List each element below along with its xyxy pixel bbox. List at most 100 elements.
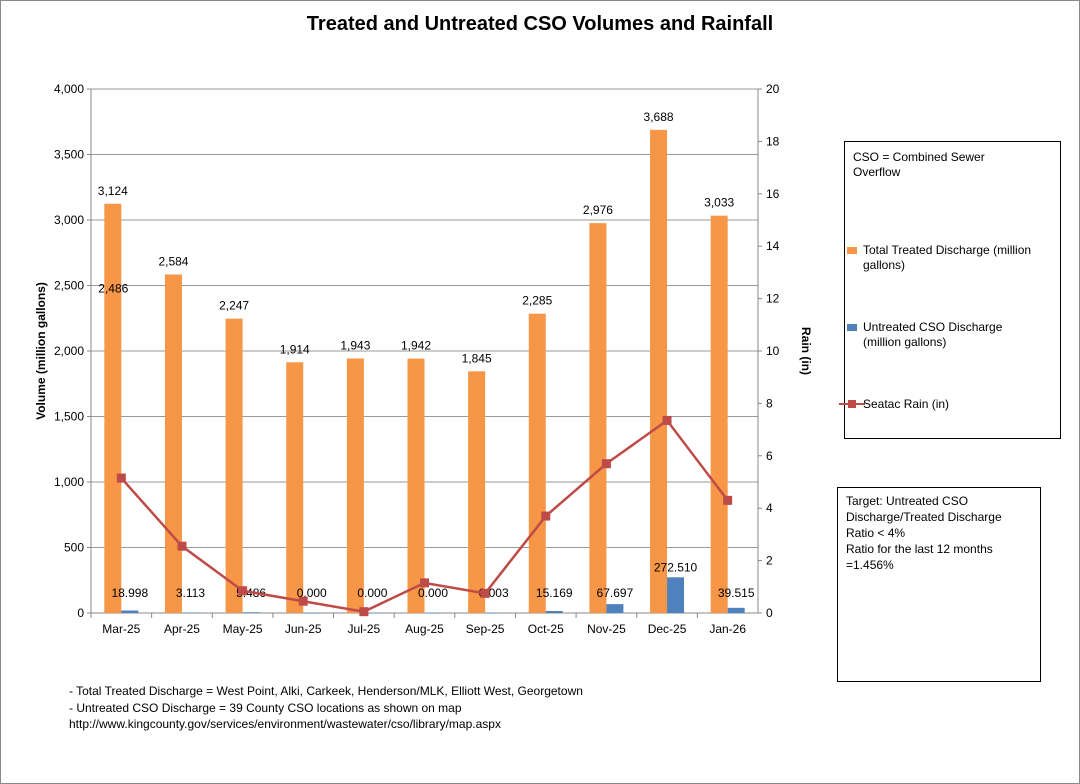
data-label-treated: 1,845 <box>462 351 492 365</box>
y2-axis-title: Rain (in) <box>799 327 813 375</box>
data-label-treated: 2,247 <box>219 299 249 313</box>
y2-tick-label: 16 <box>766 187 780 201</box>
x-tick-label: Mar-25 <box>102 622 140 636</box>
x-tick-label: May-25 <box>223 622 263 636</box>
data-label-untreated: 0.000 <box>418 586 448 600</box>
y-tick-label: 3,500 <box>54 148 84 162</box>
y2-tick-label: 0 <box>766 606 773 620</box>
legend-swatch-untreated <box>847 324 857 331</box>
data-label-untreated: 18.998 <box>111 586 148 600</box>
y2-tick-label: 6 <box>766 449 773 463</box>
footnote-1: - Total Treated Discharge = West Point, … <box>69 684 583 698</box>
y-tick-label: 1,000 <box>54 475 84 489</box>
bar-untreated <box>242 612 260 613</box>
bar-treated <box>589 223 607 614</box>
bar-untreated <box>181 612 199 614</box>
y-tick-label: 1,500 <box>54 410 84 424</box>
footnote-3[interactable]: http://www.kingcounty.gov/services/envir… <box>69 717 501 731</box>
marker-rain <box>359 607 369 617</box>
bar-untreated <box>485 612 503 614</box>
y2-tick-label: 12 <box>766 292 780 306</box>
bar-untreated <box>545 611 563 613</box>
marker-rain <box>298 596 308 606</box>
legend-note-1: CSO = Combined Sewer <box>853 150 985 164</box>
legend-label-untreated: Untreated CSO Discharge (million gallons… <box>863 320 1003 349</box>
data-label-treated: 3,124 <box>98 184 128 198</box>
bar-treated <box>164 274 182 613</box>
bar-treated <box>104 203 122 614</box>
data-label-treated: 1,914 <box>280 342 310 356</box>
marker-rain <box>723 495 733 505</box>
data-label-untreated: 67.697 <box>597 586 634 600</box>
bar-treated <box>650 129 668 613</box>
data-label-untreated: 0.000 <box>297 586 327 600</box>
data-label-treated: 2,976 <box>583 203 613 217</box>
y2-tick-label: 18 <box>766 134 780 148</box>
x-tick-label: Apr-25 <box>164 622 200 636</box>
bar-untreated <box>667 577 685 613</box>
x-tick-label: Nov-25 <box>587 622 626 636</box>
y-tick-label: 3,000 <box>54 213 84 227</box>
legend-swatch-treated <box>847 247 857 254</box>
data-label-extra: 2,486 <box>98 281 128 295</box>
y2-tick-label: 2 <box>766 554 773 568</box>
bar-treated <box>710 215 728 613</box>
x-tick-label: Jan-26 <box>709 622 746 636</box>
y-axis-title: Volume (million gallons) <box>34 282 48 420</box>
marker-rain <box>116 473 126 483</box>
target-line-4: Ratio for the last 12 months <box>846 542 993 556</box>
bar-untreated <box>424 613 442 614</box>
y-tick-label: 2,500 <box>54 279 84 293</box>
y2-tick-label: 20 <box>766 82 780 96</box>
y-tick-label: 4,000 <box>54 82 84 96</box>
legend-item-untreated: Untreated CSO Discharge (million gallons… <box>847 320 1033 350</box>
target-box: Target: Untreated CSO Discharge/Treated … <box>837 487 1041 682</box>
y-tick-label: 0 <box>77 606 84 620</box>
target-line-3: Ratio < 4% <box>846 526 906 540</box>
legend-item-rain: Seatac Rain (in) <box>839 397 1033 412</box>
bar-treated <box>346 358 364 613</box>
data-label-treated: 1,943 <box>340 338 370 352</box>
y2-tick-label: 8 <box>766 396 773 410</box>
legend-marker-rain <box>848 400 856 408</box>
marker-rain <box>662 415 672 425</box>
legend-label-rain: Seatac Rain (in) <box>863 397 950 411</box>
marker-rain <box>480 588 490 598</box>
marker-rain <box>541 511 551 521</box>
legend-note-2: Overflow <box>853 165 901 179</box>
marker-rain <box>177 541 187 551</box>
y-tick-label: 500 <box>64 541 84 555</box>
footnote-2: - Untreated CSO Discharge = 39 County CS… <box>69 701 462 715</box>
legend-item-treated: Total Treated Discharge (million gallons… <box>847 243 1033 273</box>
bar-treated <box>468 371 486 613</box>
y2-tick-label: 14 <box>766 239 780 253</box>
target-line-1: Target: Untreated CSO <box>846 494 969 508</box>
y2-tick-label: 10 <box>766 344 780 358</box>
marker-rain <box>420 578 429 588</box>
data-label-treated: 2,584 <box>158 254 188 268</box>
bar-treated <box>407 358 425 613</box>
data-label-untreated: 0.000 <box>357 586 387 600</box>
bar-untreated <box>727 607 745 613</box>
bar-untreated <box>363 613 381 614</box>
target-line-5: =1.456% <box>846 558 894 572</box>
data-label-untreated: 15.169 <box>536 586 573 600</box>
x-tick-label: Sep-25 <box>466 622 505 636</box>
bar-untreated <box>121 610 139 613</box>
data-label-treated: 3,033 <box>704 196 734 210</box>
x-tick-label: Oct-25 <box>528 622 564 636</box>
marker-rain <box>238 586 248 596</box>
bar-untreated <box>606 604 624 613</box>
data-label-untreated: 272.510 <box>654 560 698 574</box>
x-tick-label: Dec-25 <box>648 622 687 636</box>
x-tick-label: Aug-25 <box>405 622 444 636</box>
data-label-untreated: 39.515 <box>718 586 755 600</box>
legend-label-treated: Total Treated Discharge (million gallons… <box>863 243 1032 272</box>
chart-title: Treated and Untreated CSO Volumes and Ra… <box>306 13 774 35</box>
y-tick-label: 2,000 <box>54 344 84 358</box>
data-label-untreated: 3.113 <box>176 586 205 600</box>
data-label-treated: 3,688 <box>644 110 674 124</box>
marker-rain <box>601 459 611 469</box>
